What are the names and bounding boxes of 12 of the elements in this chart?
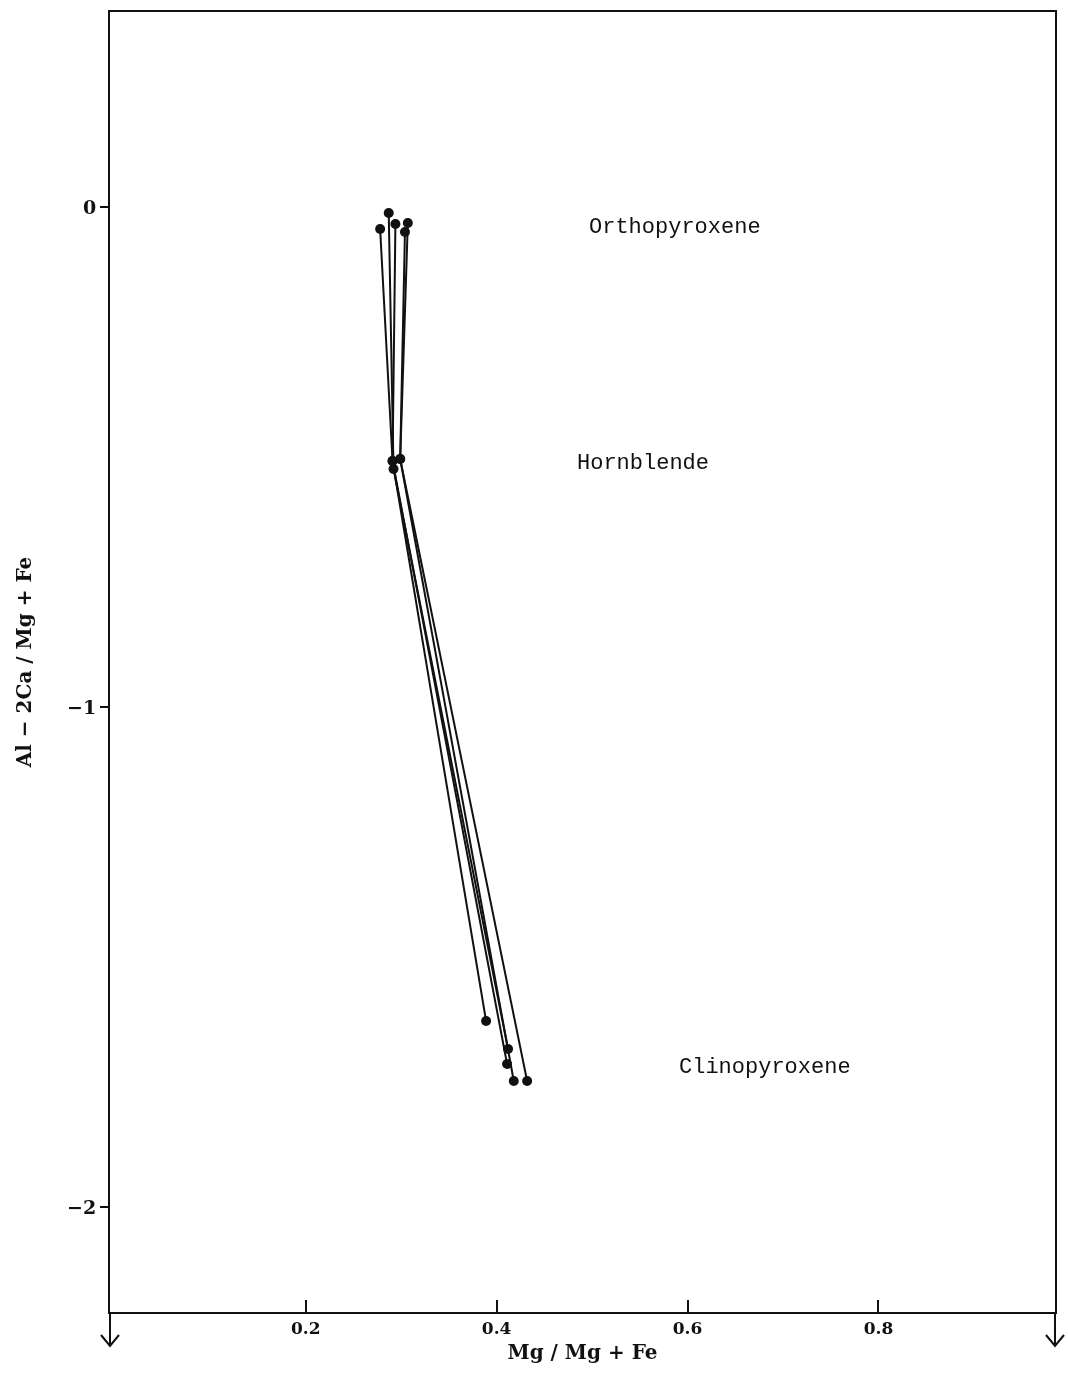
annotation: Clinopyroxene (679, 1055, 851, 1080)
y-tick-label: −1 (67, 695, 97, 718)
x-axis-title: Mg / Mg + Fe (507, 1340, 658, 1365)
x-tick-label: 0.2 (290, 1318, 321, 1339)
x-tick-label: 0.6 (672, 1318, 703, 1339)
annotation: Hornblende (577, 451, 710, 476)
y-tick-label: 0 (82, 195, 97, 218)
y-axis-title: Al − 2Ca / Mg + Fe (12, 556, 37, 769)
x-tick-label: 0.4 (481, 1318, 512, 1339)
x-tick-label: 0.8 (863, 1318, 894, 1339)
annotation: Orthopyroxene (589, 215, 761, 240)
y-tick-label: −2 (67, 1195, 97, 1218)
